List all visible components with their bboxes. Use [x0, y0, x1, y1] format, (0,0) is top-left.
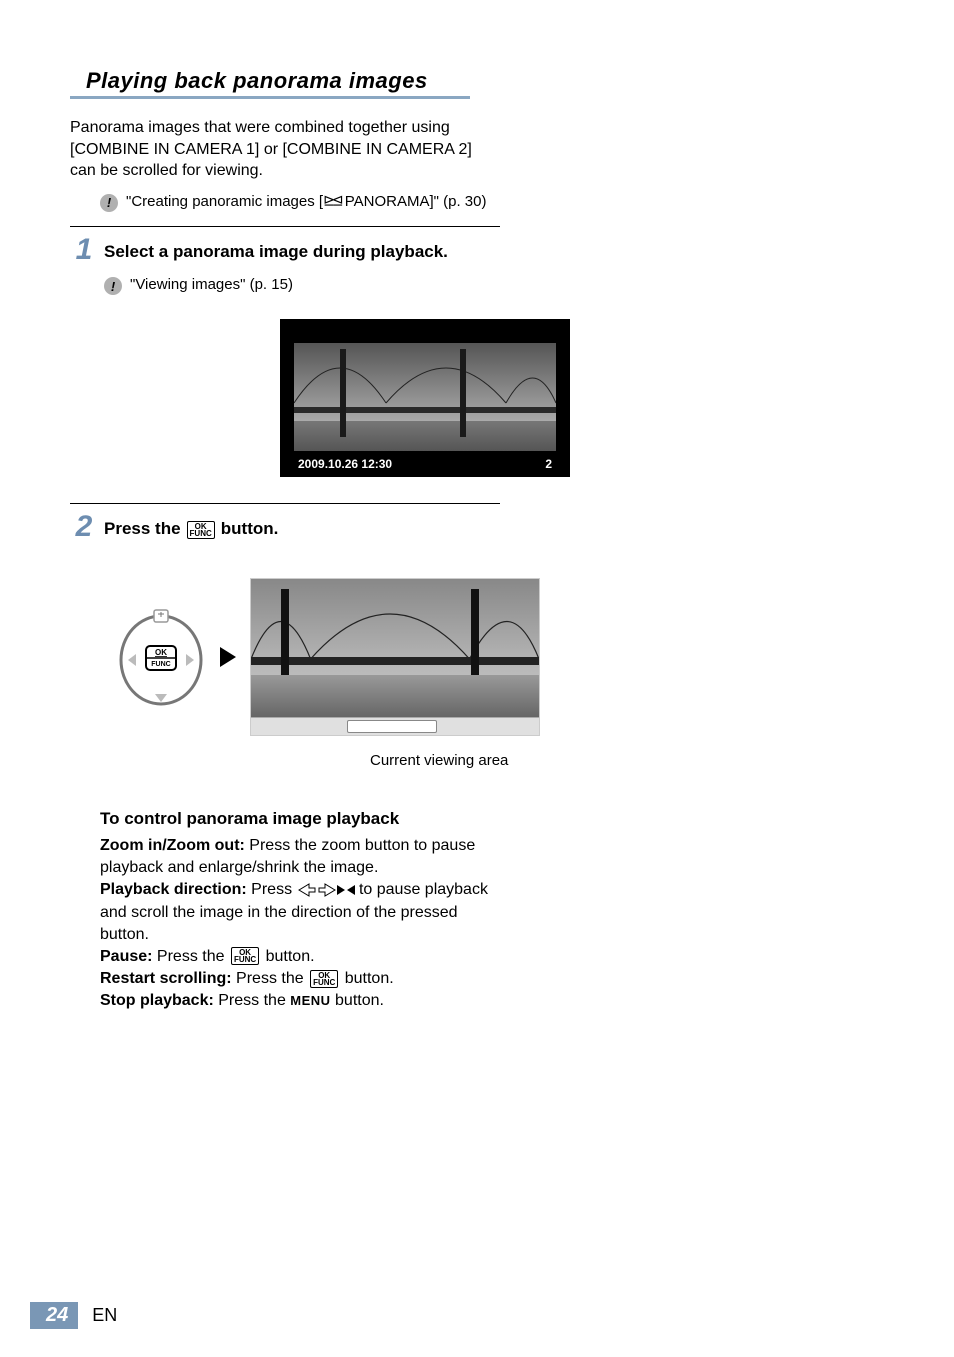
step-number: 2 [70, 512, 98, 542]
direction-label: Playback direction: [100, 881, 247, 898]
note-suffix: ]" (p. 30) [429, 193, 486, 210]
page-number: 24 [30, 1302, 78, 1329]
bridge-tower [340, 349, 346, 437]
step-number: 1 [70, 235, 98, 265]
svg-text:FUNC: FUNC [151, 661, 170, 668]
ok-func-button-icon: OKFUNC [231, 947, 259, 965]
step-text: Select a panorama image during playback. [98, 235, 448, 264]
bridge-cables [294, 353, 556, 411]
ok-line2: FUNC [313, 979, 335, 986]
ok-line2: FUNC [190, 530, 212, 537]
dir-prefix: Press [247, 881, 297, 898]
right-arrow-icon [337, 885, 345, 895]
step-1-note: "Viewing images" (p. 15) [104, 275, 884, 295]
scroll-thumb [347, 720, 437, 733]
preview-water [251, 675, 539, 717]
dpad-left-icon [297, 883, 317, 897]
pause-label: Pause: [100, 948, 152, 965]
restart-prefix: Press the [232, 970, 308, 987]
note-text: "Creating panoramic images [⊵⊴ PANORAMA]… [126, 192, 486, 212]
alert-icon [104, 277, 122, 295]
note-mode: PANORAMA [345, 193, 430, 210]
ok-func-button-icon: OKFUNC [310, 970, 338, 988]
step2-suffix: button. [221, 518, 279, 541]
controls-body: Zoom in/Zoom out: Press the zoom button … [100, 835, 510, 1012]
stop-prefix: Press the [214, 992, 290, 1009]
bridge-tower [281, 589, 289, 687]
page-footer: 24 EN [30, 1302, 117, 1329]
page-language: EN [92, 1305, 117, 1326]
zoom-label: Zoom in/Zoom out: [100, 837, 245, 854]
note-prefix: "Creating panoramic images [ [126, 193, 323, 210]
menu-button-icon: MENU [290, 993, 330, 1008]
arrow-right-icon [220, 647, 236, 667]
press-ok-illustration: OK FUNC [116, 578, 884, 736]
stop-label: Stop playback: [100, 992, 214, 1009]
preview-water [294, 421, 556, 451]
divider [70, 503, 500, 504]
divider [70, 226, 500, 227]
svg-text:OK: OK [155, 648, 167, 657]
alert-icon [100, 194, 118, 212]
caption-pointer [395, 735, 396, 736]
ok-line2: FUNC [234, 956, 256, 963]
dpad-icon: OK FUNC [116, 604, 206, 710]
step-text: Press the OK FUNC button. [98, 512, 278, 541]
ok-func-button-icon: OK FUNC [187, 521, 215, 539]
note-creating-panorama: "Creating panoramic images [⊵⊴ PANORAMA]… [100, 192, 500, 212]
scroll-track [251, 717, 539, 735]
panorama-playback-preview: 2009.10.26 12:30 2 [280, 319, 570, 477]
step-1: 1 Select a panorama image during playbac… [70, 235, 500, 265]
panorama-icon: ⊵⊴ [323, 191, 340, 210]
pause-prefix: Press the [152, 948, 228, 965]
pause-suffix: button. [261, 948, 314, 965]
frame-counter: 2 [545, 457, 552, 471]
note-text: "Viewing images" (p. 15) [130, 275, 293, 295]
bridge-tower [471, 589, 479, 687]
playback-controls: To control panorama image playback Zoom … [100, 809, 510, 1012]
controls-heading: To control panorama image playback [100, 809, 510, 829]
bridge-deck [251, 657, 539, 665]
intro-paragraph: Panorama images that were combined toget… [70, 117, 480, 182]
viewing-area-caption: Current viewing area [370, 752, 884, 769]
section-title-wrap: Playing back panorama images [70, 68, 884, 99]
step-2: 2 Press the OK FUNC button. [70, 512, 500, 542]
bridge-tower [460, 349, 466, 437]
timestamp: 2009.10.26 12:30 [298, 457, 392, 471]
restart-suffix: button. [340, 970, 393, 987]
step2-prefix: Press the [104, 518, 181, 541]
left-arrow-icon [347, 885, 355, 895]
stop-suffix: button. [331, 992, 384, 1009]
dpad-right-icon [317, 883, 337, 897]
section-title: Playing back panorama images [70, 68, 470, 99]
bridge-deck [294, 407, 556, 413]
restart-label: Restart scrolling: [100, 970, 232, 987]
panorama-scroll-preview [250, 578, 540, 736]
